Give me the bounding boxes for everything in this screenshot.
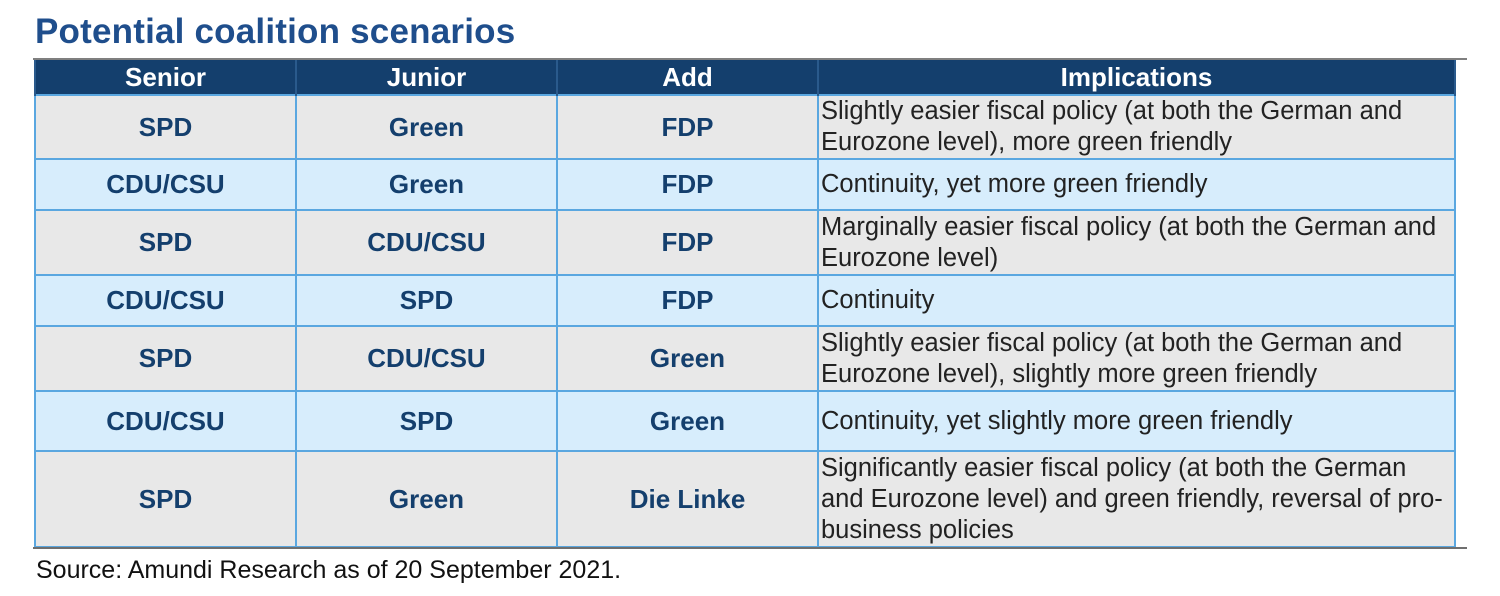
- cell-implications: Slightly easier fiscal policy (at both t…: [817, 325, 1456, 392]
- page-title: Potential coalition scenarios: [35, 12, 516, 51]
- table-row: SPD Green Die Linke Significantly easier…: [34, 450, 1456, 548]
- cell-add: FDP: [556, 94, 819, 160]
- cell-implications: Continuity, yet slightly more green frie…: [817, 390, 1456, 452]
- cell-senior: SPD: [34, 209, 297, 276]
- cell-add: FDP: [556, 158, 819, 211]
- header-add: Add: [556, 60, 819, 95]
- cell-add: FDP: [556, 209, 819, 276]
- cell-add: Green: [556, 325, 819, 392]
- cell-junior: CDU/CSU: [295, 209, 558, 276]
- header-junior: Junior: [295, 60, 558, 95]
- cell-junior: CDU/CSU: [295, 325, 558, 392]
- cell-senior: CDU/CSU: [34, 390, 297, 452]
- cell-senior: SPD: [34, 94, 297, 160]
- table-header-row: Senior Junior Add Implications: [34, 60, 1456, 95]
- cell-senior: CDU/CSU: [34, 158, 297, 211]
- table-row: SPD CDU/CSU Green Slightly easier fiscal…: [34, 325, 1456, 392]
- table-row: CDU/CSU SPD FDP Continuity: [34, 274, 1456, 327]
- cell-junior: Green: [295, 450, 558, 548]
- cell-implications: Marginally easier fiscal policy (at both…: [817, 209, 1456, 276]
- cell-implications: Slightly easier fiscal policy (at both t…: [817, 94, 1456, 160]
- coalition-table: Senior Junior Add Implications SPD Green…: [34, 60, 1456, 548]
- cell-junior: SPD: [295, 274, 558, 327]
- cell-add: Die Linke: [556, 450, 819, 548]
- cell-senior: SPD: [34, 325, 297, 392]
- cell-senior: SPD: [34, 450, 297, 548]
- cell-implications: Significantly easier fiscal policy (at b…: [817, 450, 1456, 548]
- header-senior: Senior: [34, 60, 297, 95]
- table-row: SPD CDU/CSU FDP Marginally easier fiscal…: [34, 209, 1456, 276]
- header-implications: Implications: [817, 60, 1456, 95]
- cell-implications: Continuity, yet more green friendly: [817, 158, 1456, 211]
- cell-junior: SPD: [295, 390, 558, 452]
- cell-junior: Green: [295, 158, 558, 211]
- source-note: Source: Amundi Research as of 20 Septemb…: [36, 556, 622, 584]
- table-bottom-divider: [33, 547, 1467, 549]
- cell-implications: Continuity: [817, 274, 1456, 327]
- title-divider: [33, 58, 1467, 60]
- table-row: CDU/CSU Green FDP Continuity, yet more g…: [34, 158, 1456, 211]
- cell-add: Green: [556, 390, 819, 452]
- cell-junior: Green: [295, 94, 558, 160]
- cell-add: FDP: [556, 274, 819, 327]
- table-row: CDU/CSU SPD Green Continuity, yet slight…: [34, 390, 1456, 452]
- cell-senior: CDU/CSU: [34, 274, 297, 327]
- table-row: SPD Green FDP Slightly easier fiscal pol…: [34, 94, 1456, 160]
